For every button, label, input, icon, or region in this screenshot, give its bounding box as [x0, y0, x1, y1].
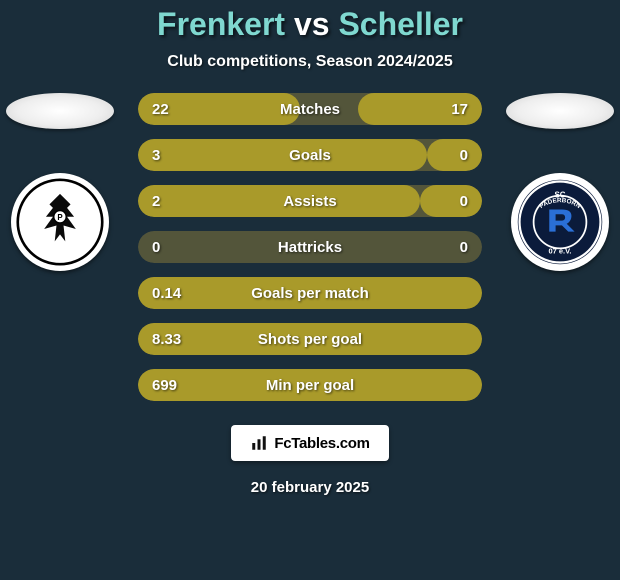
stat-row: 8.33Shots per goal: [138, 323, 482, 355]
left-player-column: P: [0, 93, 120, 401]
stat-value-left: 22: [138, 101, 208, 118]
stat-label: Shots per goal: [208, 331, 412, 348]
club-badge-right: SC 07 e.V. PADERBORN: [511, 173, 609, 271]
date-line: 20 february 2025: [251, 479, 369, 496]
svg-text:07 e.V.: 07 e.V.: [549, 247, 572, 256]
stat-value-left: 8.33: [138, 331, 208, 348]
comparison-title: Frenkert vs Scheller: [157, 6, 463, 43]
stat-value-left: 0.14: [138, 285, 208, 302]
club-badge-left: P: [11, 173, 109, 271]
stat-value-right: 17: [412, 101, 482, 118]
stat-row: 0Hattricks0: [138, 231, 482, 263]
stat-row: 699Min per goal: [138, 369, 482, 401]
stat-label: Min per goal: [208, 377, 412, 394]
stat-label: Goals: [208, 147, 412, 164]
stat-label: Assists: [208, 193, 412, 210]
stats-area: P 22Matches173Goals02Assists00Hattricks0…: [0, 93, 620, 401]
stat-label: Matches: [208, 101, 412, 118]
stat-row: 2Assists0: [138, 185, 482, 217]
preussen-eagle-icon: P: [16, 178, 104, 266]
stat-value-right: 0: [412, 147, 482, 164]
title-vs: vs: [294, 6, 330, 42]
svg-text:P: P: [57, 213, 62, 222]
title-player-right: Scheller: [338, 6, 463, 42]
bar-chart-icon: [250, 434, 268, 452]
brand-badge[interactable]: FcTables.com: [231, 425, 389, 461]
brand-text: FcTables.com: [274, 435, 369, 452]
stat-value-left: 3: [138, 147, 208, 164]
player-silhouette-right: [506, 93, 614, 129]
stat-bars-column: 22Matches173Goals02Assists00Hattricks00.…: [120, 93, 500, 401]
stat-value-left: 0: [138, 239, 208, 256]
stat-row: 22Matches17: [138, 93, 482, 125]
title-player-left: Frenkert: [157, 6, 285, 42]
stat-label: Goals per match: [208, 285, 412, 302]
season-subtitle: Club competitions, Season 2024/2025: [167, 53, 452, 71]
stat-value-left: 699: [138, 377, 208, 394]
paderborn-badge-icon: SC 07 e.V. PADERBORN: [516, 178, 604, 266]
stat-row: 3Goals0: [138, 139, 482, 171]
stat-label: Hattricks: [208, 239, 412, 256]
player-silhouette-left: [6, 93, 114, 129]
stat-value-left: 2: [138, 193, 208, 210]
stat-value-right: 0: [412, 239, 482, 256]
right-player-column: SC 07 e.V. PADERBORN: [500, 93, 620, 401]
stat-value-right: 0: [412, 193, 482, 210]
stat-row: 0.14Goals per match: [138, 277, 482, 309]
